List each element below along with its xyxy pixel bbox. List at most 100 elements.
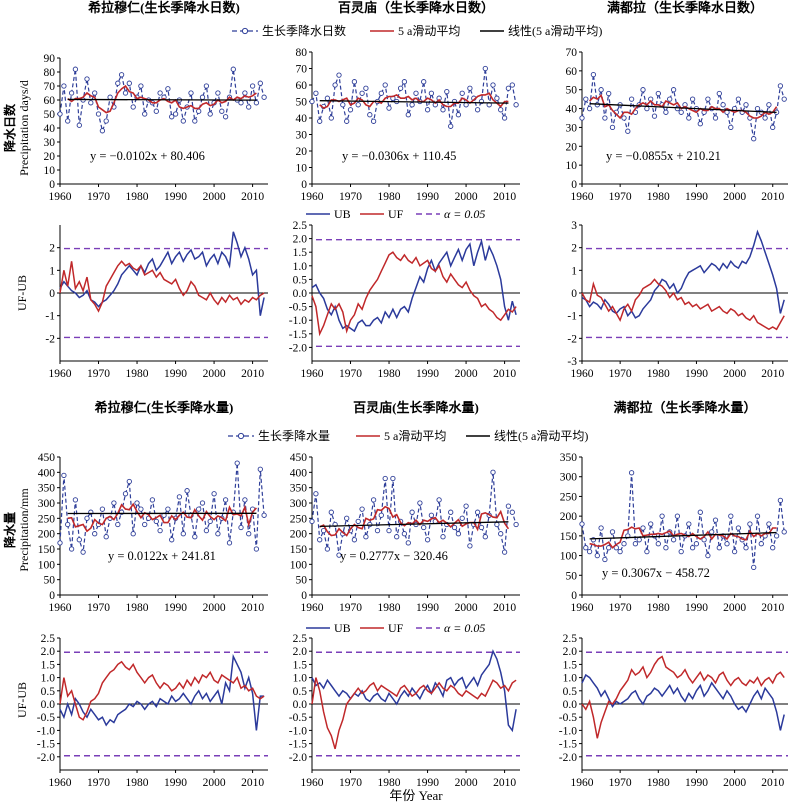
x-tick-label: 2000 bbox=[203, 191, 226, 203]
observed-point bbox=[640, 525, 646, 531]
y-tick-label: 2.5 bbox=[293, 220, 308, 232]
y-tick-label: 80 bbox=[296, 47, 308, 59]
observed-point bbox=[781, 96, 787, 102]
observed-point bbox=[196, 108, 202, 114]
x-tick-label: 1970 bbox=[339, 777, 362, 789]
y-tick-label: -1 bbox=[567, 311, 577, 323]
x-tick-label: 1990 bbox=[685, 777, 708, 789]
chart-mk-amount-xilamuren: -2.0-1.5 -1.0-0.50.00.51.0 1.52.02.5 1960 19… bbox=[37, 633, 268, 789]
y-tick-label: 10 bbox=[44, 165, 56, 177]
series-trend-line bbox=[589, 531, 777, 540]
observed-point bbox=[728, 124, 734, 131]
observed-point bbox=[644, 105, 650, 112]
x-tick-label: 1960 bbox=[571, 777, 594, 789]
legend-mk-ub: UB bbox=[334, 207, 351, 221]
observed-point bbox=[261, 94, 267, 100]
y-tick-label: 200 bbox=[290, 529, 308, 541]
observed-point bbox=[513, 102, 519, 108]
observed-point bbox=[689, 545, 696, 551]
observed-point bbox=[157, 527, 163, 534]
x-tick-label: 1970 bbox=[87, 368, 110, 380]
chart-amount-bailingmiao: 0 50 100 150 200 250 300 350 400 450 1960 1970 1980 1… bbox=[290, 400, 520, 614]
legend-days-trend: 线性(5 a滑动平均) bbox=[508, 24, 602, 38]
x-axis-label: 年份 Year bbox=[389, 788, 443, 803]
y-tick-label: 2.0 bbox=[293, 646, 308, 658]
chart-days-mandula: 0 10 20 30 40 50 60 70 1960 1970 1980 1990 2000 2010 满… bbox=[566, 0, 788, 203]
observed-point bbox=[203, 527, 210, 534]
observed-point bbox=[153, 108, 159, 114]
observed-point bbox=[157, 90, 163, 96]
observed-point bbox=[509, 509, 515, 515]
y-tick-label: 0.5 bbox=[41, 686, 56, 698]
y-tick-label: 50 bbox=[44, 575, 56, 587]
series-uf-line bbox=[581, 655, 785, 739]
chart-mk-amount-mandula: -2.0-1.5 -1.0-0.50.00.51.0 1.52.02.5 1960 19… bbox=[559, 633, 788, 789]
observed-point bbox=[363, 85, 369, 91]
y-tick-label: -1 bbox=[45, 311, 55, 323]
legend-mk-amount: UB UF α = 0.05 bbox=[306, 621, 485, 635]
observed-point bbox=[57, 111, 63, 117]
y-tick-label: 50 bbox=[296, 97, 308, 109]
y-tick-label: 450 bbox=[38, 452, 56, 464]
observed-point bbox=[332, 82, 338, 88]
observed-point bbox=[172, 111, 179, 117]
y-tick-label: 50 bbox=[44, 109, 56, 121]
x-tick-label: 1990 bbox=[164, 602, 187, 614]
observed-point bbox=[659, 513, 665, 519]
observed-point bbox=[494, 95, 500, 101]
observed-point bbox=[378, 90, 384, 96]
y-tick-label: -2.0 bbox=[289, 752, 307, 764]
observed-point bbox=[374, 527, 381, 534]
observed-point bbox=[716, 90, 722, 97]
observed-point bbox=[336, 552, 342, 558]
observed-point bbox=[351, 79, 358, 85]
y-tick-label: 40 bbox=[566, 104, 578, 116]
x-tick-label: 1960 bbox=[571, 368, 594, 380]
observed-point bbox=[165, 506, 171, 512]
y-tick-label: 50 bbox=[566, 570, 578, 582]
legend-days-observed: 生长季降水日数 bbox=[262, 23, 346, 38]
series-uf-line bbox=[581, 278, 785, 331]
x-tick-label: 2010 bbox=[493, 602, 516, 614]
x-tick-label: 2000 bbox=[455, 368, 478, 380]
observed-point bbox=[169, 114, 175, 120]
observed-point bbox=[428, 512, 435, 518]
observed-point bbox=[394, 534, 400, 540]
observed-point bbox=[92, 531, 98, 537]
y-tick-label: 150 bbox=[290, 544, 308, 556]
observed-point bbox=[455, 112, 462, 118]
observed-point bbox=[498, 107, 504, 113]
observed-point bbox=[386, 527, 392, 534]
y-tick-label: 1.5 bbox=[293, 659, 308, 671]
observed-point bbox=[640, 87, 646, 93]
observed-point bbox=[355, 518, 361, 525]
y-tick-label: 40 bbox=[296, 113, 308, 125]
y-tick-label: 0.0 bbox=[563, 699, 578, 711]
ylabel-uf-amount: UF-UB bbox=[15, 682, 29, 718]
observed-point bbox=[428, 90, 435, 96]
observed-point bbox=[777, 83, 784, 89]
series-moving-average-line bbox=[589, 526, 777, 549]
y-tick-label: -2.0 bbox=[37, 752, 55, 764]
observed-point bbox=[444, 88, 450, 95]
observed-point bbox=[219, 108, 225, 114]
series-moving-average-line bbox=[319, 505, 510, 537]
observed-point bbox=[751, 564, 757, 571]
legend-amount-observed: 生长季降水量 bbox=[258, 429, 330, 443]
x-tick-label: 1960 bbox=[301, 368, 324, 380]
y-tick-label: 10 bbox=[296, 163, 308, 175]
observed-point bbox=[606, 90, 612, 97]
observed-point bbox=[686, 521, 692, 527]
observed-point bbox=[68, 546, 75, 552]
observed-point bbox=[246, 531, 252, 537]
observed-point bbox=[226, 540, 233, 546]
legend-mk-days: UB UF α = 0.05 bbox=[306, 207, 485, 221]
observed-point bbox=[184, 488, 190, 494]
observed-point bbox=[670, 537, 677, 543]
series-uf-line bbox=[59, 660, 265, 721]
observed-point bbox=[401, 79, 408, 85]
y-tick-label: 3 bbox=[571, 220, 577, 232]
observed-point bbox=[594, 552, 600, 559]
observed-point bbox=[138, 506, 144, 512]
observed-point bbox=[421, 79, 427, 85]
